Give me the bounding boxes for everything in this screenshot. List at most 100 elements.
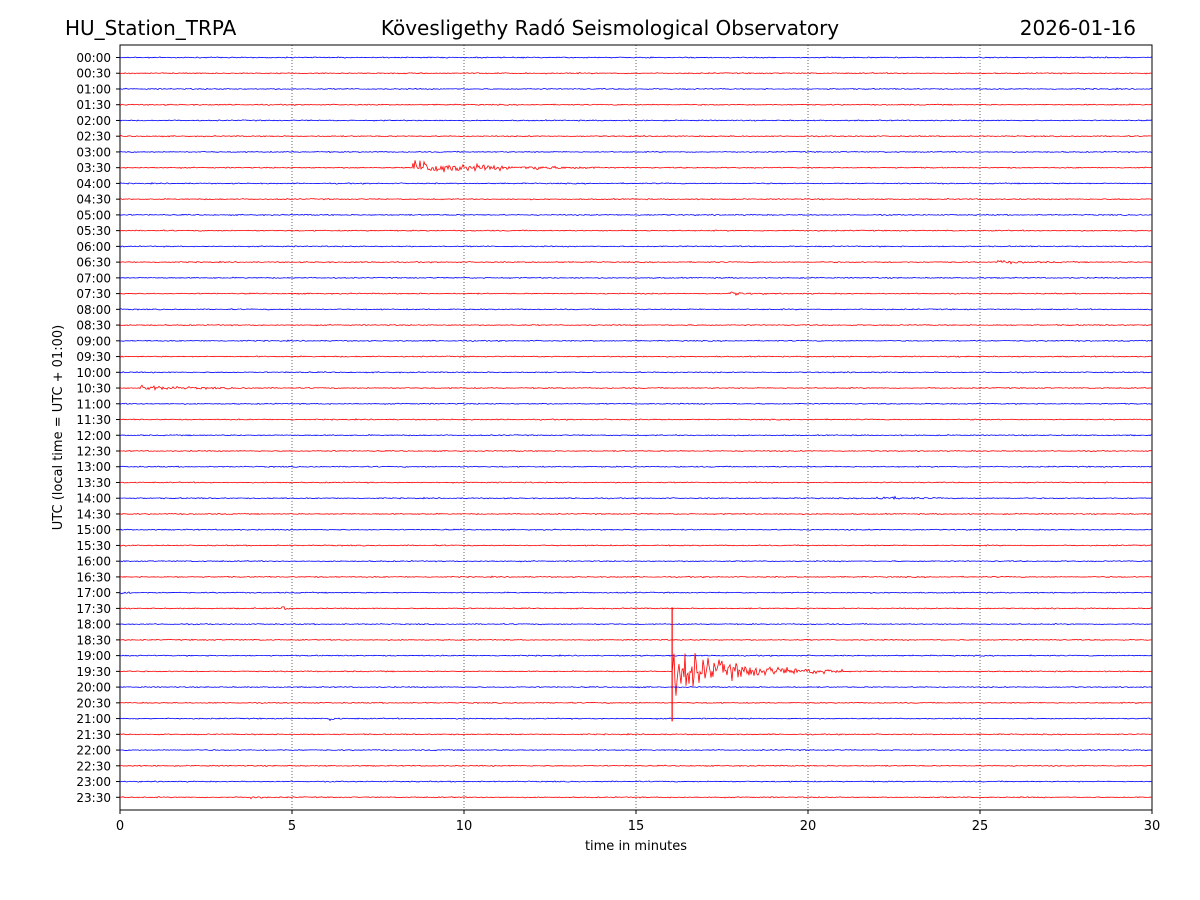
row-label: 14:30 bbox=[76, 507, 111, 521]
row-label: 16:30 bbox=[76, 570, 111, 584]
row-label: 05:00 bbox=[76, 208, 111, 222]
observatory-title: Kövesligethy Radó Seismological Observat… bbox=[380, 16, 840, 40]
row-label: 01:00 bbox=[76, 82, 111, 96]
row-label: 03:00 bbox=[76, 145, 111, 159]
trace-1630 bbox=[119, 575, 1153, 579]
trace-0030 bbox=[119, 72, 1153, 75]
trace-2300 bbox=[119, 780, 1153, 783]
trace-1000 bbox=[119, 371, 1153, 374]
x-tick-label: 10 bbox=[456, 819, 473, 834]
row-label: 23:30 bbox=[76, 791, 111, 805]
trace-0530 bbox=[119, 229, 1153, 232]
trace-1700 bbox=[119, 591, 1153, 595]
trace-0300 bbox=[119, 150, 1153, 154]
row-label: 03:30 bbox=[76, 161, 111, 175]
row-label: 01:30 bbox=[76, 98, 111, 112]
row-label: 20:00 bbox=[76, 681, 111, 695]
trace-0500 bbox=[119, 213, 1153, 217]
x-tick-label: 5 bbox=[288, 819, 296, 834]
row-label: 11:30 bbox=[76, 413, 111, 427]
x-tick-label: 0 bbox=[116, 819, 124, 834]
row-label: 04:30 bbox=[76, 193, 111, 207]
trace-0400 bbox=[119, 181, 1153, 185]
trace-1100 bbox=[119, 402, 1153, 406]
row-label: 06:00 bbox=[76, 240, 111, 254]
trace-0700 bbox=[119, 276, 1153, 280]
trace-1530 bbox=[119, 544, 1153, 547]
trace-0100 bbox=[119, 87, 1153, 91]
row-label: 12:30 bbox=[76, 445, 111, 459]
trace-0930 bbox=[119, 355, 1153, 358]
station-title: HU_Station_TRPA bbox=[65, 16, 237, 40]
trace-1900 bbox=[119, 654, 1153, 657]
row-label: 02:00 bbox=[76, 114, 111, 128]
trace-1830 bbox=[119, 638, 1153, 642]
row-label: 22:00 bbox=[76, 744, 111, 758]
trace-1930 bbox=[119, 652, 1153, 696]
row-label: 19:00 bbox=[76, 649, 111, 663]
row-label: 02:30 bbox=[76, 130, 111, 144]
row-label: 19:30 bbox=[76, 665, 111, 679]
row-label: 17:00 bbox=[76, 586, 111, 600]
x-tick-label: 30 bbox=[1144, 819, 1161, 834]
trace-1230 bbox=[119, 449, 1153, 453]
row-label: 00:30 bbox=[76, 67, 111, 81]
row-label: 22:30 bbox=[76, 759, 111, 773]
trace-0430 bbox=[119, 197, 1153, 201]
row-label: 06:30 bbox=[76, 256, 111, 270]
trace-0330 bbox=[119, 160, 1153, 173]
row-label: 11:00 bbox=[76, 397, 111, 411]
row-label: 12:00 bbox=[76, 429, 111, 443]
x-tick-label: 20 bbox=[800, 819, 817, 834]
row-label: 05:30 bbox=[76, 224, 111, 238]
trace-1400 bbox=[119, 495, 1153, 501]
trace-0730 bbox=[119, 291, 1153, 296]
trace-1800 bbox=[119, 622, 1153, 626]
row-label: 09:00 bbox=[76, 334, 111, 348]
trace-2000 bbox=[119, 685, 1153, 689]
trace-0130 bbox=[119, 103, 1153, 106]
row-label: 04:00 bbox=[76, 177, 111, 191]
trace-1030 bbox=[119, 384, 1153, 391]
trace-1330 bbox=[119, 481, 1153, 484]
trace-0630 bbox=[119, 259, 1153, 265]
trace-1500 bbox=[119, 528, 1153, 531]
trace-0230 bbox=[119, 135, 1153, 138]
row-label: 16:00 bbox=[76, 555, 111, 569]
row-label: 09:30 bbox=[76, 350, 111, 364]
row-label: 10:30 bbox=[76, 382, 111, 396]
trace-0000 bbox=[119, 56, 1153, 59]
trace-1300 bbox=[119, 465, 1153, 468]
row-label: 08:30 bbox=[76, 319, 111, 333]
row-label: 13:30 bbox=[76, 476, 111, 490]
trace-2030 bbox=[119, 701, 1153, 704]
row-label: 15:30 bbox=[76, 539, 111, 553]
trace-2230 bbox=[119, 764, 1153, 768]
row-label: 08:00 bbox=[76, 303, 111, 317]
row-label: 20:30 bbox=[76, 696, 111, 710]
trace-2330 bbox=[119, 796, 1153, 800]
row-label: 07:30 bbox=[76, 287, 111, 301]
row-label: 21:00 bbox=[76, 712, 111, 726]
trace-1730 bbox=[119, 606, 1153, 611]
trace-1600 bbox=[119, 559, 1153, 563]
x-tick-label: 25 bbox=[972, 819, 989, 834]
x-tick-label: 15 bbox=[628, 819, 645, 834]
row-label: 18:00 bbox=[76, 618, 111, 632]
trace-1200 bbox=[119, 434, 1153, 437]
trace-0600 bbox=[119, 245, 1153, 248]
row-label: 15:00 bbox=[76, 523, 111, 537]
trace-0830 bbox=[119, 323, 1153, 327]
row-label: 14:00 bbox=[76, 492, 111, 506]
row-label: 18:30 bbox=[76, 633, 111, 647]
trace-0800 bbox=[119, 308, 1153, 311]
row-label: 21:30 bbox=[76, 728, 111, 742]
row-label: 07:00 bbox=[76, 271, 111, 285]
row-label: 10:00 bbox=[76, 366, 111, 380]
row-label: 17:30 bbox=[76, 602, 111, 616]
trace-2100 bbox=[119, 717, 1153, 722]
row-label: 23:00 bbox=[76, 775, 111, 789]
trace-1130 bbox=[119, 418, 1153, 421]
trace-1430 bbox=[119, 512, 1153, 516]
